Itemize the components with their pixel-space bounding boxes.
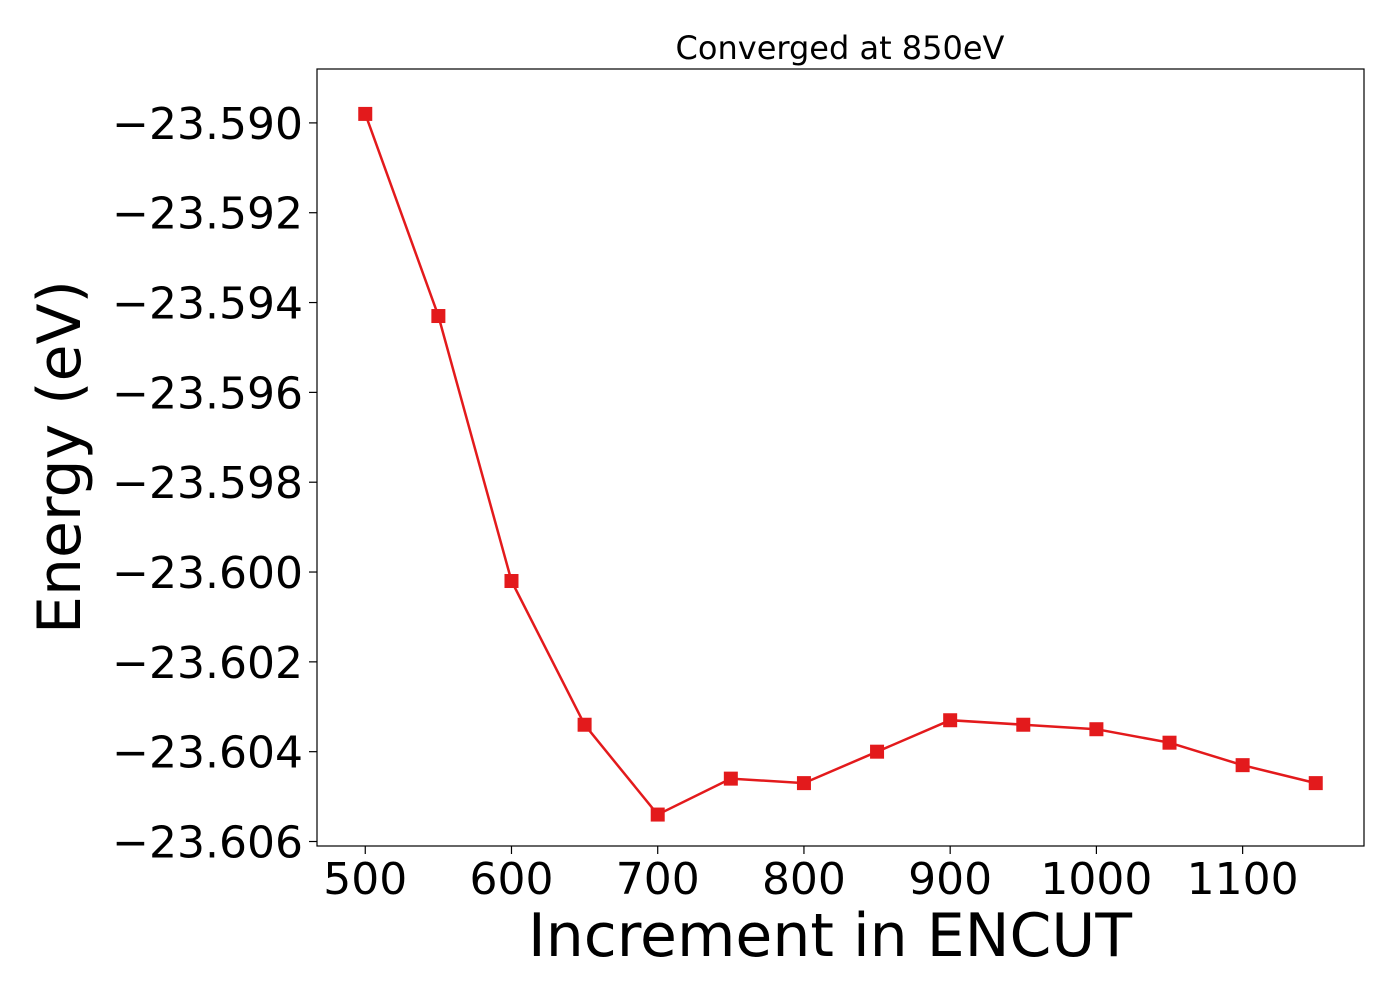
data-point-marker — [1235, 758, 1250, 773]
x-tick-label: 800 — [762, 854, 846, 905]
data-point-marker — [943, 713, 958, 728]
y-tick-label: −23.598 — [112, 458, 303, 509]
data-point-marker — [358, 106, 373, 121]
x-tick-label: 1000 — [1040, 854, 1152, 905]
data-point-marker — [1089, 722, 1104, 737]
x-axis-title: Increment in ENCUT — [528, 901, 1132, 971]
y-axis-ticks: −23.590 −23.592 −23.594 −23.596 −23.598 −23.6… — [112, 99, 317, 869]
y-tick-label: −23.590 — [112, 99, 303, 150]
data-point-marker — [870, 744, 885, 759]
x-tick-label: 900 — [908, 854, 992, 905]
y-tick-label: −23.592 — [112, 189, 303, 240]
y-tick-label: −23.600 — [112, 548, 303, 599]
series-line — [364, 113, 1316, 817]
data-point-marker — [577, 717, 592, 732]
data-point-marker — [431, 309, 446, 324]
data-point-marker — [1016, 717, 1031, 732]
data-point-marker — [504, 574, 519, 589]
y-axis-title: Energy (eV) — [25, 280, 95, 634]
y-tick-label: −23.596 — [112, 368, 303, 419]
y-tick-label: −23.604 — [112, 728, 303, 779]
y-tick-label: −23.606 — [112, 818, 303, 869]
data-point-marker — [796, 776, 811, 791]
y-tick-label: −23.594 — [112, 279, 303, 330]
data-point-marker — [1162, 735, 1177, 750]
energy-series — [358, 106, 1323, 822]
plot-area — [316, 68, 1365, 847]
y-tick-label: −23.602 — [112, 638, 303, 689]
x-tick-label: 700 — [616, 854, 700, 905]
x-axis-ticks: 500 600 700 800 900 1000 1100 — [323, 846, 1299, 905]
x-tick-label: 500 — [323, 854, 407, 905]
x-tick-label: 600 — [469, 854, 553, 905]
x-tick-label: 1100 — [1187, 854, 1299, 905]
data-point-marker — [650, 807, 665, 822]
data-point-marker — [1308, 776, 1323, 791]
chart-title: Converged at 850eV — [676, 29, 1005, 67]
data-point-marker — [723, 771, 738, 786]
